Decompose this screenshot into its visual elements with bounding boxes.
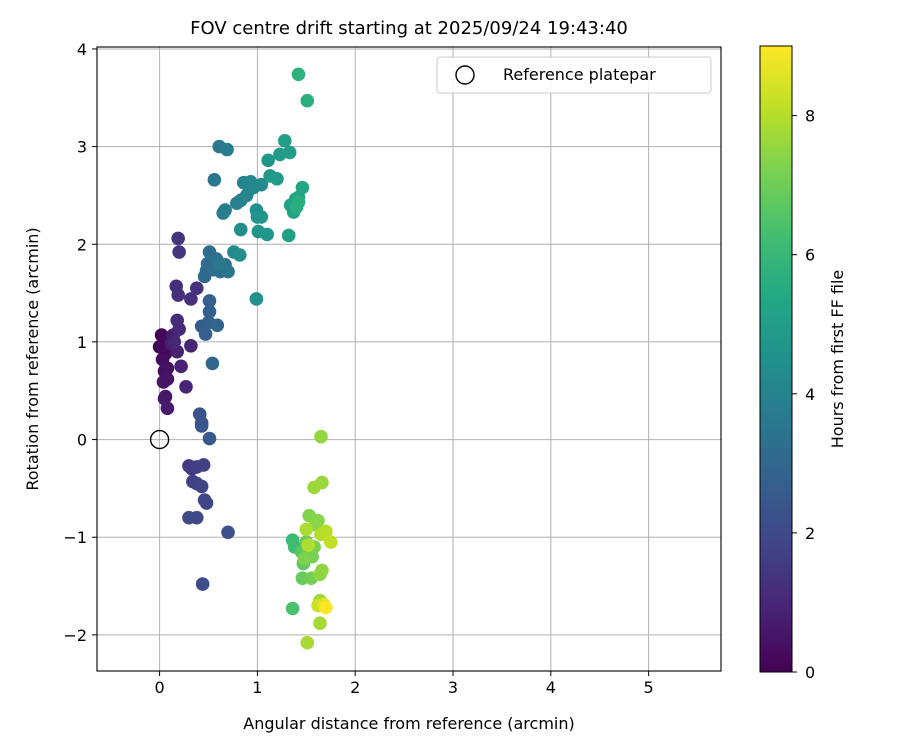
data-point <box>233 222 248 237</box>
data-point <box>194 419 209 433</box>
data-point <box>210 318 225 333</box>
data-point <box>297 551 312 566</box>
data-point <box>189 510 204 525</box>
data-point <box>189 281 204 296</box>
data-point <box>171 288 185 302</box>
data-point <box>184 292 198 306</box>
data-point <box>205 356 220 371</box>
legend: Reference platepar <box>436 56 712 94</box>
data-point <box>218 203 232 217</box>
data-point <box>194 479 209 494</box>
x-tick-label: 4 <box>546 678 556 697</box>
colorbar-ticks: 0 2 4 6 8 <box>792 107 815 682</box>
data-point <box>301 538 316 552</box>
y-tick-label: −1 <box>63 528 87 547</box>
colorbar-tick-label: 2 <box>805 524 815 543</box>
data-point <box>299 522 314 537</box>
data-point <box>319 600 333 615</box>
x-axis-label: Angular distance from reference (arcmin) <box>243 714 574 733</box>
y-tick-label: 2 <box>77 235 87 254</box>
x-axis-ticks: 0 1 2 3 4 5 <box>155 671 654 697</box>
data-point <box>300 635 315 650</box>
data-point <box>184 339 198 353</box>
data-point <box>174 359 188 374</box>
grid-lines <box>97 47 721 671</box>
legend-open-circle-icon <box>455 65 475 85</box>
data-point <box>314 429 328 444</box>
data-point <box>254 177 269 192</box>
data-point <box>160 372 175 386</box>
reference-platepar-marker <box>149 429 170 450</box>
x-tick-label: 5 <box>644 678 654 697</box>
data-point <box>221 525 235 540</box>
data-point <box>311 513 325 528</box>
data-point <box>232 248 247 262</box>
colorbar-tick-label: 6 <box>805 246 815 265</box>
plot-frame <box>96 46 722 672</box>
data-point <box>323 535 338 549</box>
data-point <box>160 401 175 416</box>
data-point <box>202 304 217 319</box>
y-tick-label: 4 <box>77 40 87 59</box>
data-point <box>277 133 292 148</box>
data-point <box>315 563 329 578</box>
y-tick-label: 3 <box>77 138 87 157</box>
data-point <box>196 458 211 472</box>
colorbar-tick-label: 4 <box>805 385 815 404</box>
y-tick-label: −2 <box>63 626 87 645</box>
data-point <box>199 496 214 510</box>
data-point <box>260 227 274 242</box>
data-point <box>160 361 175 376</box>
colorbar <box>759 45 793 673</box>
data-point <box>249 292 264 306</box>
x-tick-label: 3 <box>448 678 458 697</box>
data-point <box>319 524 333 539</box>
x-tick-label: 2 <box>350 678 360 697</box>
y-axis-label: Rotation from reference (arcmin) <box>23 227 42 490</box>
data-point <box>207 173 222 187</box>
legend-box <box>436 56 712 94</box>
x-tick-label: 1 <box>252 678 262 697</box>
colorbar-tick-label: 0 <box>805 663 815 682</box>
y-axis-ticks: −2 −1 0 1 2 3 4 <box>63 40 97 645</box>
data-point <box>313 616 327 630</box>
data-point <box>220 142 234 157</box>
data-point <box>171 231 185 246</box>
y-tick-label: 1 <box>77 333 87 352</box>
data-point <box>285 601 300 616</box>
data-point <box>213 256 228 271</box>
data-point <box>300 93 315 108</box>
data-point <box>270 172 284 186</box>
data-point <box>195 577 210 591</box>
data-point <box>198 327 213 341</box>
data-point <box>167 335 182 349</box>
data-points <box>152 67 338 650</box>
y-tick-label: 0 <box>77 431 87 450</box>
data-point <box>254 210 269 224</box>
data-point <box>281 228 296 243</box>
data-point <box>179 380 193 394</box>
data-point <box>282 145 297 160</box>
legend-label: Reference platepar <box>503 65 656 84</box>
data-point <box>295 180 310 195</box>
x-tick-label: 0 <box>155 678 165 697</box>
data-point <box>291 195 306 210</box>
data-point <box>170 313 185 328</box>
data-point <box>261 153 275 168</box>
data-point <box>202 294 217 308</box>
chart-title: FOV centre drift starting at 2025/09/24 … <box>190 18 628 39</box>
data-point <box>172 245 186 259</box>
data-point <box>307 480 321 495</box>
colorbar-label: Hours from first FF file <box>828 270 847 449</box>
data-point <box>202 431 217 446</box>
data-point <box>291 67 306 82</box>
colorbar-tick-label: 8 <box>805 107 815 126</box>
